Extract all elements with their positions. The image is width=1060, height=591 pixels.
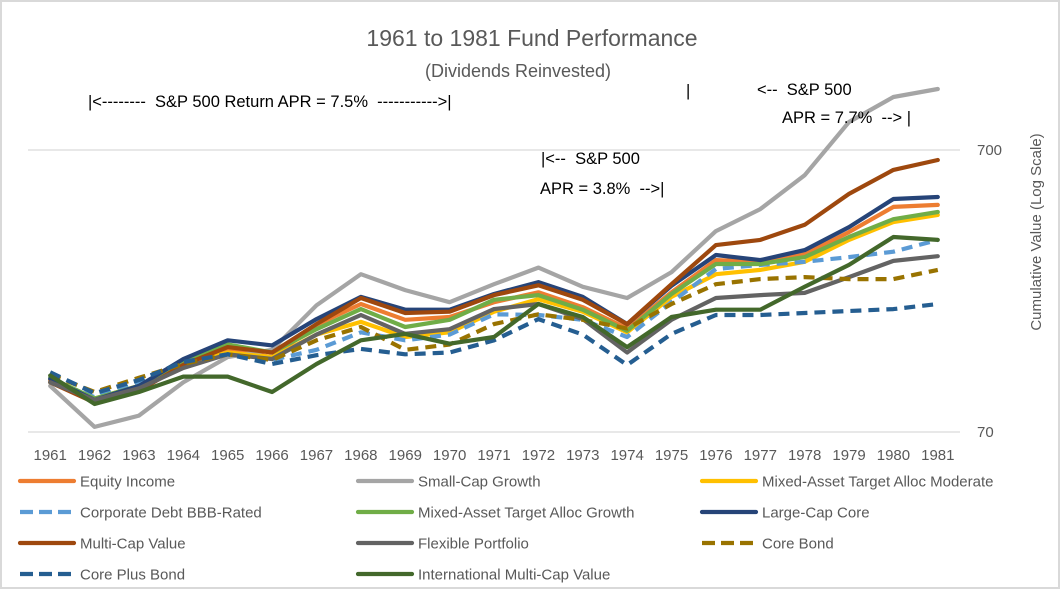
annotation-period2-line1: |<-- S&P 500 [541, 150, 640, 168]
legend-label: Flexible Portfolio [418, 536, 529, 553]
annotation-period2-line2: APR = 3.8% -->| [540, 180, 664, 198]
x-tick-label: 1980 [877, 447, 910, 464]
gridlines [28, 150, 960, 432]
x-tick-label: 1975 [655, 447, 688, 464]
x-tick-label: 1972 [522, 447, 555, 464]
x-tick-label: 1979 [832, 447, 865, 464]
legend-item: International Multi-Cap Value [358, 567, 610, 584]
x-tick-label: 1966 [255, 447, 288, 464]
legend-label: Multi-Cap Value [80, 536, 186, 553]
legend-item: Multi-Cap Value [20, 536, 186, 553]
x-tick-label: 1962 [78, 447, 111, 464]
legend-item: Core Plus Bond [20, 567, 185, 584]
series-line-mixed-asset-target-alloc-moderate [50, 215, 938, 399]
annotations: |<-------- S&P 500 Return APR = 7.5% ---… [88, 81, 911, 198]
x-tick-label: 1977 [744, 447, 777, 464]
x-tick-label: 1973 [566, 447, 599, 464]
chart-title: 1961 to 1981 Fund Performance [366, 25, 697, 51]
annotation-period3-line2: APR = 7.7% --> | [782, 109, 911, 127]
y-tick-label: 70 [977, 424, 994, 441]
x-tick-label: 1965 [211, 447, 244, 464]
legend-label: Large-Cap Core [762, 505, 870, 522]
legend-item: Core Bond [702, 536, 834, 553]
x-tick-label: 1974 [610, 447, 643, 464]
legend-label: Core Bond [762, 536, 834, 553]
legend-label: Equity Income [80, 474, 175, 491]
x-tick-label: 1981 [921, 447, 954, 464]
legend-item: Equity Income [20, 474, 175, 491]
legend-item: Flexible Portfolio [358, 536, 529, 553]
x-tick-label: 1961 [34, 447, 67, 464]
legend-label: Core Plus Bond [80, 567, 185, 584]
legend-label: Mixed-Asset Target Alloc Growth [418, 505, 634, 522]
legend: Equity Income Small-Cap Growth Mixed-Asset… [20, 474, 994, 584]
legend-label: Mixed-Asset Target Alloc Moderate [762, 474, 994, 491]
x-tick-label: 1963 [122, 447, 155, 464]
x-tick-label: 1968 [344, 447, 377, 464]
legend-label: Corporate Debt BBB-Rated [80, 505, 262, 522]
x-tick-label: 1964 [167, 447, 200, 464]
annotation-period1: |<-------- S&P 500 Return APR = 7.5% ---… [88, 93, 452, 111]
legend-item: Corporate Debt BBB-Rated [20, 505, 262, 522]
x-tick-label: 1967 [300, 447, 333, 464]
annotation-period3-start: | [686, 82, 690, 100]
x-tick-label: 1970 [433, 447, 466, 464]
series-line-corporate-debt-bbb-rated [50, 240, 938, 397]
legend-label: International Multi-Cap Value [418, 567, 610, 584]
legend-item: Large-Cap Core [702, 505, 870, 522]
legend-item: Small-Cap Growth [358, 474, 541, 491]
legend-item: Mixed-Asset Target Alloc Moderate [702, 474, 994, 491]
y-axis-tick-labels: 700 70 [977, 142, 1002, 441]
x-tick-label: 1969 [389, 447, 422, 464]
x-tick-label: 1978 [788, 447, 821, 464]
series-line-equity-income [50, 205, 938, 400]
x-tick-label: 1976 [699, 447, 732, 464]
series-line-mixed-asset-target-alloc-growth [50, 212, 938, 399]
x-tick-label: 1971 [477, 447, 510, 464]
y-tick-label: 700 [977, 142, 1002, 159]
x-axis-tick-labels: 1961 1962 1963 1964 1965 1966 1967 1968 1969 1970… [34, 447, 955, 464]
legend-item: Mixed-Asset Target Alloc Growth [358, 505, 634, 522]
y-axis-title: Cumulative Value (Log Scale) [1028, 133, 1045, 330]
annotation-period3-line1: <-- S&P 500 [757, 81, 852, 99]
legend-label: Small-Cap Growth [418, 474, 541, 491]
chart-subtitle: (Dividends Reinvested) [425, 61, 611, 81]
series-lines [50, 89, 938, 427]
